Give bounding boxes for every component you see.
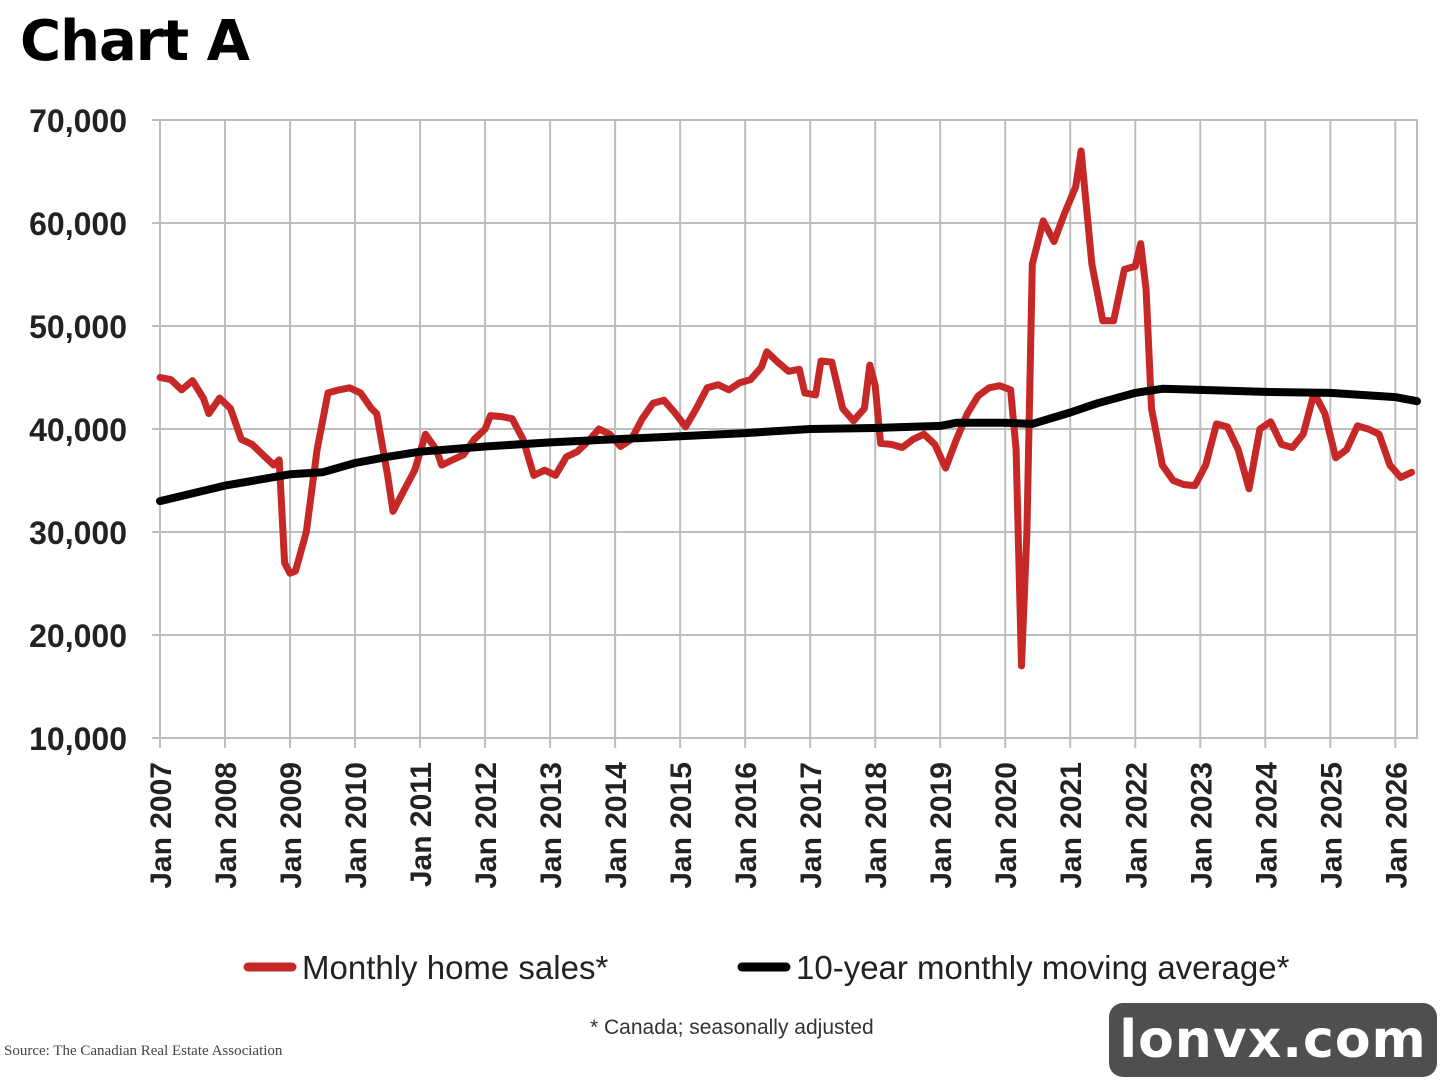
legend-label: Monthly home sales* bbox=[302, 949, 608, 986]
gridlines bbox=[152, 119, 1418, 748]
x-tick-label: Jan 2022 bbox=[1120, 762, 1153, 889]
monthly-sales-line bbox=[156, 147, 1416, 670]
x-tick-label: Jan 2008 bbox=[210, 762, 243, 889]
x-tick-label: Jan 2007 bbox=[145, 762, 178, 889]
x-tick-label: Jan 2023 bbox=[1185, 762, 1218, 889]
x-tick-label: Jan 2016 bbox=[730, 762, 763, 889]
y-tick-label: 40,000 bbox=[29, 412, 127, 448]
x-tick-label: Jan 2017 bbox=[795, 762, 828, 889]
y-tick-label: 60,000 bbox=[29, 206, 127, 242]
legend-label: 10-year monthly moving average* bbox=[796, 949, 1290, 986]
x-tick-label: Jan 2012 bbox=[470, 762, 503, 889]
x-tick-label: Jan 2013 bbox=[535, 762, 568, 889]
x-tick-label: Jan 2020 bbox=[990, 762, 1023, 889]
legend: Monthly home sales* 10-year monthly movin… bbox=[243, 949, 1290, 986]
x-tick-label: Jan 2014 bbox=[600, 762, 633, 889]
x-tick-label: Jan 2015 bbox=[665, 762, 698, 889]
line-chart: 70,000 60,000 50,000 40,000 30,000 20,000 10,0… bbox=[29, 103, 1421, 986]
x-tick-label: Jan 2025 bbox=[1315, 762, 1348, 889]
chart-title: Chart A bbox=[20, 9, 250, 74]
y-tick-label: 20,000 bbox=[29, 618, 127, 654]
x-tick-label: Jan 2021 bbox=[1055, 762, 1088, 889]
watermark: lonvx.com bbox=[1109, 1003, 1437, 1077]
y-tick-label: 30,000 bbox=[29, 515, 127, 551]
x-tick-label: Jan 2018 bbox=[860, 762, 893, 889]
y-axis-labels: 70,000 60,000 50,000 40,000 30,000 20,000 10,0… bbox=[29, 103, 127, 757]
x-tick-label: Jan 2024 bbox=[1250, 762, 1283, 889]
x-tick-label: Jan 2019 bbox=[925, 762, 958, 889]
x-tick-label: Jan 2010 bbox=[340, 762, 373, 889]
moving-average-line bbox=[156, 384, 1421, 506]
x-axis-labels: Jan 2007 Jan 2008 Jan 2009 Jan 2010 Jan 2011… bbox=[145, 762, 1413, 889]
x-tick-label: Jan 2011 bbox=[405, 762, 438, 887]
x-tick-label: Jan 2026 bbox=[1380, 762, 1413, 889]
series-lines bbox=[156, 147, 1421, 670]
x-tick-label: Jan 2009 bbox=[275, 762, 308, 889]
source-note: Source: The Canadian Real Estate Associa… bbox=[4, 1043, 283, 1059]
y-tick-label: 10,000 bbox=[29, 721, 127, 757]
footnote: * Canada; seasonally adjusted bbox=[590, 1016, 874, 1039]
y-tick-label: 50,000 bbox=[29, 309, 127, 345]
y-tick-label: 70,000 bbox=[29, 103, 127, 139]
